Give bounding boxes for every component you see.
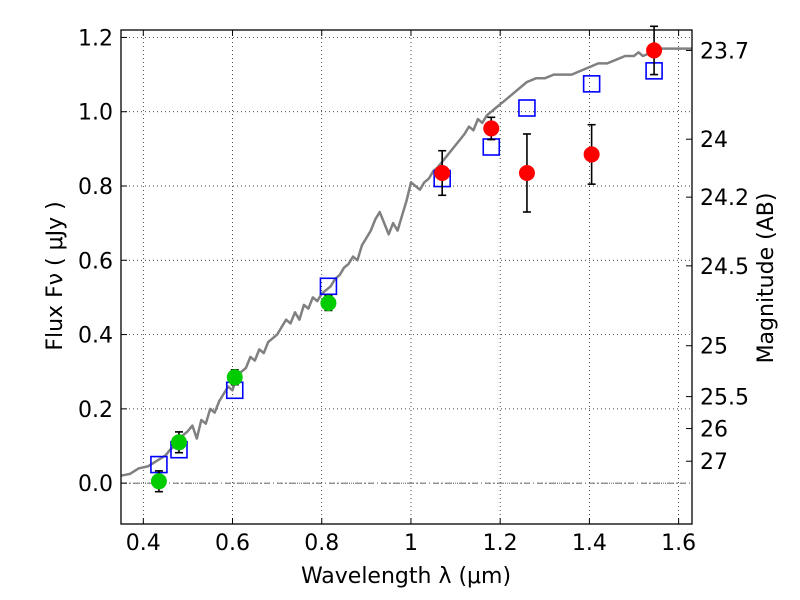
optical-data-point — [226, 369, 243, 386]
x-tick-label: 1.4 — [572, 531, 607, 556]
model-flux-square — [582, 75, 601, 93]
x-axis-label: Wavelength λ (μm) — [301, 564, 511, 589]
model-flux-square — [518, 99, 536, 117]
near-ir-data-point — [483, 120, 500, 137]
optical-data-point — [150, 473, 167, 490]
near-ir-data-point — [583, 146, 600, 163]
magnitude-tick-label: 24 — [700, 128, 728, 153]
x-tick-label: 1.2 — [483, 531, 518, 556]
y-axis-label: Flux Fν ( μJy ) — [43, 201, 68, 350]
magnitude-tick-label: 26 — [700, 418, 728, 443]
y-axis-right-label: Magnitude (AB) — [754, 193, 779, 364]
magnitude-tick-label: 23.7 — [700, 39, 749, 64]
near-ir-data-point — [518, 165, 535, 181]
magnitude-tick-label: 25 — [700, 335, 728, 360]
magnitude-tick-label: 24.5 — [700, 255, 749, 280]
x-tick-label: 1.6 — [661, 531, 696, 556]
plot-frame — [120, 29, 693, 525]
y-tick-label: 0.2 — [78, 398, 113, 423]
optical-data-point — [320, 295, 337, 311]
y-tick-label: 0.8 — [78, 175, 113, 200]
magnitude-tick-label: 24.2 — [700, 186, 749, 211]
y-tick-label: 1.0 — [78, 101, 113, 126]
x-tick-label: 0.8 — [304, 531, 339, 556]
model-flux-square — [482, 138, 501, 156]
model-photometry-markers — [150, 62, 663, 474]
model-spectrum — [120, 47, 692, 477]
magnitude-tick-label: 25.5 — [700, 386, 749, 411]
axis-ticks: 0.4 0.6 0.8 1 1.2 1.4 1.6 0.0 0.2 0.4 0.6 0.8 1.0 1.2… — [78, 26, 749, 556]
x-tick-label: 0.6 — [215, 531, 250, 556]
x-tick-label: 0.4 — [126, 531, 161, 556]
y-tick-label: 0.0 — [78, 472, 113, 497]
near-ir-data-point — [434, 165, 451, 181]
observed-points — [150, 25, 663, 493]
optical-data-point — [170, 434, 187, 451]
near-ir-data-point — [646, 42, 663, 59]
y-tick-label: 0.4 — [78, 324, 113, 349]
y-tick-label: 1.2 — [78, 26, 113, 51]
x-tick-label: 1 — [404, 531, 418, 556]
y-tick-label: 0.6 — [78, 249, 113, 274]
magnitude-tick-label: 27 — [700, 450, 728, 475]
model-spectrum-line — [120, 47, 692, 477]
model-flux-square — [319, 277, 338, 296]
grid — [121, 30, 692, 524]
